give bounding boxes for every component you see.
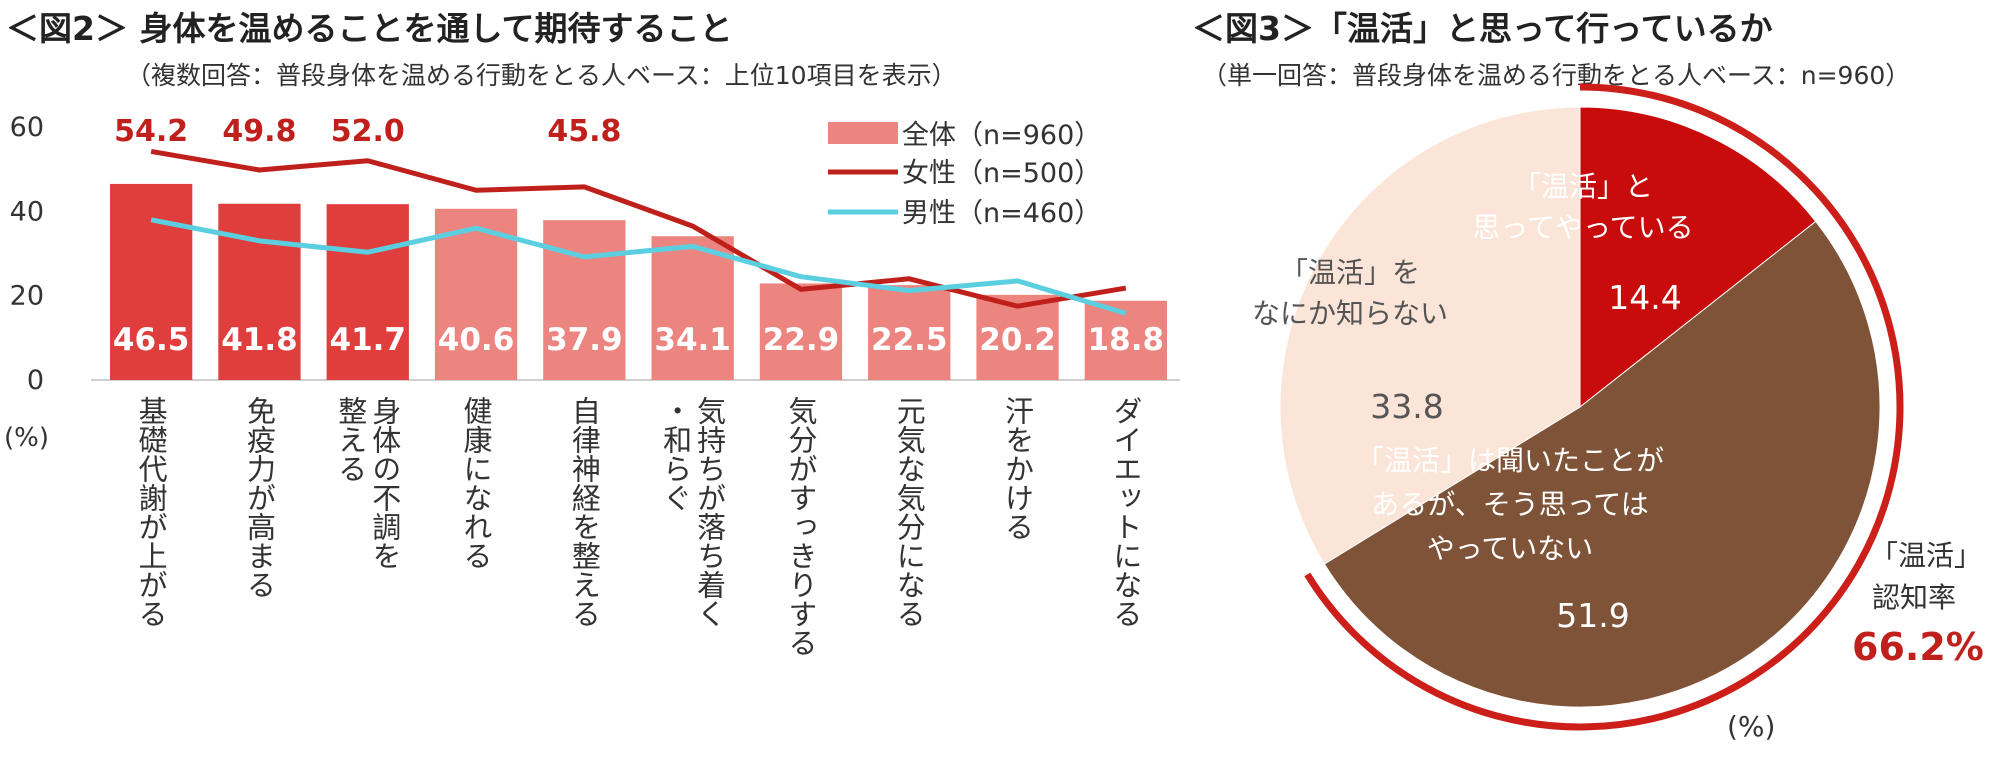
pie-slice-label: 「温活」と [1513,170,1653,203]
awareness-label-1: 「温活」 [1870,539,1982,572]
pie-slice-label: 「温活」を [1280,256,1420,289]
category-label: 免疫力が高まる [242,396,276,599]
y-tick-label: 0 [27,365,44,396]
legend-swatch-total [828,122,898,144]
legend-label-female: 女性（n=500） [902,158,1101,189]
legend-label-male: 男性（n=460） [902,198,1101,229]
bar [651,236,733,380]
category-label: 気分がすっきりする [784,396,818,657]
fig2-unit: (%) [4,423,49,453]
category-label: 気持ちが落ち着く [693,396,727,628]
bar-value-label: 20.2 [979,322,1056,358]
female-value-label: 52.0 [331,114,405,149]
category-label: 健康になれる [459,396,493,570]
y-tick-label: 60 [10,112,44,143]
fig3-subtitle: （単一回答：普段身体を温める行動をとる人ベース：n=960） [1202,61,1910,90]
fig3-unit: (%) [1727,710,1775,743]
bar-value-label: 46.5 [113,322,190,358]
awareness-value: 66.2% [1852,625,1984,669]
bar-value-label: 41.8 [221,322,298,358]
y-tick-label: 40 [10,196,44,227]
female-value-label: 54.2 [114,114,188,149]
fig3-title: ＜図3＞「温活」と思って行っているか [1192,9,1773,48]
female-value-label: 45.8 [547,114,621,149]
bar-value-label: 34.1 [654,322,731,358]
awareness-label-2: 認知率 [1872,581,1956,614]
bar-value-label: 22.9 [763,322,840,358]
pie-slice-label: なにか知らない [1252,297,1448,330]
pie-value-label: 33.8 [1370,387,1443,426]
category-label: 自律神経を整える [567,396,601,628]
fig2-category-labels: 基礎代謝が上がる 免疫力が高まる 整える身体の不調を 健康になれる 自律神経を整える ・和… [134,396,1143,657]
pie-value-label: 51.9 [1556,596,1629,635]
y-tick-label: 20 [10,281,44,312]
category-label: 整える [334,396,368,483]
category-label: 基礎代謝が上がる [134,396,168,628]
pie-slice-label: 「温活」は聞いたことが [1356,444,1664,477]
bar-value-label: 40.6 [438,322,515,358]
female-value-label: 49.8 [222,114,296,149]
fig2-legend: 全体（n=960） 女性（n=500） 男性（n=460） [828,120,1101,229]
pie-slice-label: やっていない [1427,532,1594,565]
bar-value-label: 37.9 [546,322,623,358]
category-label: 汗をかける [1001,396,1035,541]
bar-value-label: 22.5 [871,322,948,358]
bar-value-label: 41.7 [330,322,407,358]
fig2-title: ＜図2＞ 身体を温めることを通して期待すること [6,9,732,48]
bar-value-label: 18.8 [1088,322,1165,358]
category-label: 身体の不調を [368,396,402,570]
pie-value-label: 14.4 [1608,278,1681,317]
legend-label-total: 全体（n=960） [902,120,1101,151]
category-label: ・和らぐ [659,396,693,512]
pie-slice-label: あるが、そう思っては [1371,488,1648,521]
pie-slice-label: 思ってやっている [1472,211,1693,244]
category-label: ダイエットになる [1109,396,1143,628]
fig2-subtitle: （複数回答：普段身体を温める行動をとる人ベース：上位10項目を表示） [126,61,957,90]
category-label: 元気な気分になる [892,396,926,628]
